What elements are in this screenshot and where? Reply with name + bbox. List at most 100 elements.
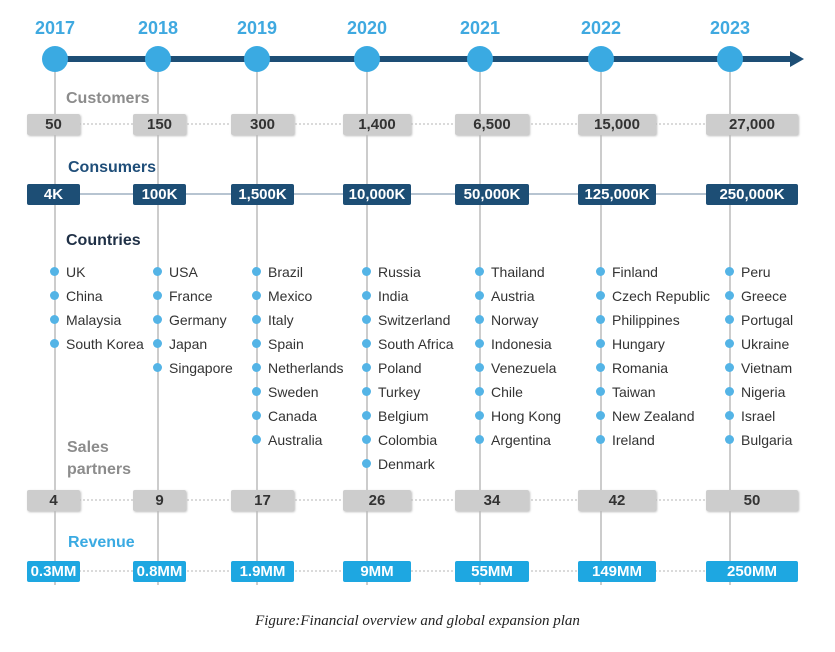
year-node (42, 46, 68, 72)
consumers-label: Consumers (68, 159, 157, 176)
country-list: Russia India Switzerland South Africa Poland… (362, 264, 454, 480)
customers-value: 6,500 (455, 114, 529, 135)
country-item: China (50, 288, 144, 312)
countries-label: Countries (66, 232, 141, 249)
country-item: Thailand (474, 264, 561, 288)
customers-value: 27,000 (706, 114, 798, 135)
sales-partners-value: 4 (27, 490, 80, 511)
sales-partners-value: 26 (343, 490, 411, 511)
country-list: Finland Czech Republic Philippines Hungary R… (595, 264, 710, 456)
country-list: UK China Malaysia South Korea (50, 264, 144, 360)
country-item: Nigeria (724, 384, 793, 408)
country-item: Vietnam (724, 360, 793, 384)
consumers-value: 10,000K (343, 184, 411, 205)
figure-caption: Figure:Financial overview and global exp… (255, 613, 580, 629)
country-item: South Africa (362, 336, 454, 360)
country-item: Ireland (595, 432, 710, 456)
customers-value: 50 (27, 114, 80, 135)
year-node (145, 46, 171, 72)
sales-label-line1: Sales (67, 439, 109, 456)
consumers-value: 4K (27, 184, 80, 205)
country-item: Japan (153, 336, 233, 360)
country-item: Finland (595, 264, 710, 288)
country-item: Denmark (362, 456, 454, 480)
country-item: Malaysia (50, 312, 144, 336)
country-item: Portugal (724, 312, 793, 336)
customers-label: Customers (66, 90, 150, 107)
country-item: USA (153, 264, 233, 288)
revenue-value: 0.8MM (133, 561, 186, 582)
country-item: Canada (252, 408, 344, 432)
country-item: Argentina (474, 432, 561, 456)
country-item: Ukraine (724, 336, 793, 360)
year-node (588, 46, 614, 72)
country-item: France (153, 288, 233, 312)
country-item: Spain (252, 336, 344, 360)
country-item: Colombia (362, 432, 454, 456)
country-item: Turkey (362, 384, 454, 408)
year-label: 2017 (34, 18, 76, 38)
country-item: Romania (595, 360, 710, 384)
customers-value: 300 (231, 114, 294, 135)
country-item: Germany (153, 312, 233, 336)
year-label: 2022 (580, 18, 622, 38)
consumers-value: 125,000K (578, 184, 656, 205)
sales-partners-value: 9 (133, 490, 186, 511)
country-list: Thailand Austria Norway Indonesia Venezuela C… (474, 264, 561, 456)
country-item: Australia (252, 432, 344, 456)
year-label: 2020 (346, 18, 388, 38)
revenue-value: 55MM (455, 561, 529, 582)
country-list: Brazil Mexico Italy Spain Netherlands Sweden C… (252, 264, 344, 456)
year-label: 2018 (137, 18, 179, 38)
sales-partners-value: 50 (706, 490, 798, 511)
consumers-value: 100K (133, 184, 186, 205)
revenue-label: Revenue (68, 534, 135, 551)
year-node (354, 46, 380, 72)
country-item: Austria (474, 288, 561, 312)
revenue-value: 9MM (343, 561, 411, 582)
sales-partners-label: Sales partners (67, 437, 131, 481)
country-item: Sweden (252, 384, 344, 408)
country-item: Russia (362, 264, 454, 288)
country-item: Philippines (595, 312, 710, 336)
country-item: Indonesia (474, 336, 561, 360)
country-item: India (362, 288, 454, 312)
country-item: Hungary (595, 336, 710, 360)
country-item: Netherlands (252, 360, 344, 384)
country-item: UK (50, 264, 144, 288)
customers-value: 1,400 (343, 114, 411, 135)
country-item: Venezuela (474, 360, 561, 384)
consumers-value: 50,000K (455, 184, 529, 205)
country-item: Mexico (252, 288, 344, 312)
country-item: Greece (724, 288, 793, 312)
year-node (467, 46, 493, 72)
country-item: Switzerland (362, 312, 454, 336)
country-item: Bulgaria (724, 432, 793, 456)
country-item: Czech Republic (595, 288, 710, 312)
sales-partners-value: 34 (455, 490, 529, 511)
revenue-value: 0.3MM (27, 561, 80, 582)
customers-value: 15,000 (578, 114, 656, 135)
sales-partners-value: 17 (231, 490, 294, 511)
consumers-value: 250,000K (706, 184, 798, 205)
year-label: 2021 (459, 18, 501, 38)
country-item: South Korea (50, 336, 144, 360)
country-item: Brazil (252, 264, 344, 288)
year-label: 2019 (236, 18, 278, 38)
revenue-value: 250MM (706, 561, 798, 582)
revenue-value: 1.9MM (231, 561, 294, 582)
country-item: Italy (252, 312, 344, 336)
revenue-value: 149MM (578, 561, 656, 582)
year-node (717, 46, 743, 72)
country-item: Hong Kong (474, 408, 561, 432)
year-label: 2023 (709, 18, 751, 38)
country-item: Norway (474, 312, 561, 336)
consumers-value: 1,500K (231, 184, 294, 205)
country-item: Chile (474, 384, 561, 408)
customers-value: 150 (133, 114, 186, 135)
country-item: Poland (362, 360, 454, 384)
sales-label-line2: partners (67, 461, 132, 478)
country-item: Singapore (153, 360, 233, 384)
